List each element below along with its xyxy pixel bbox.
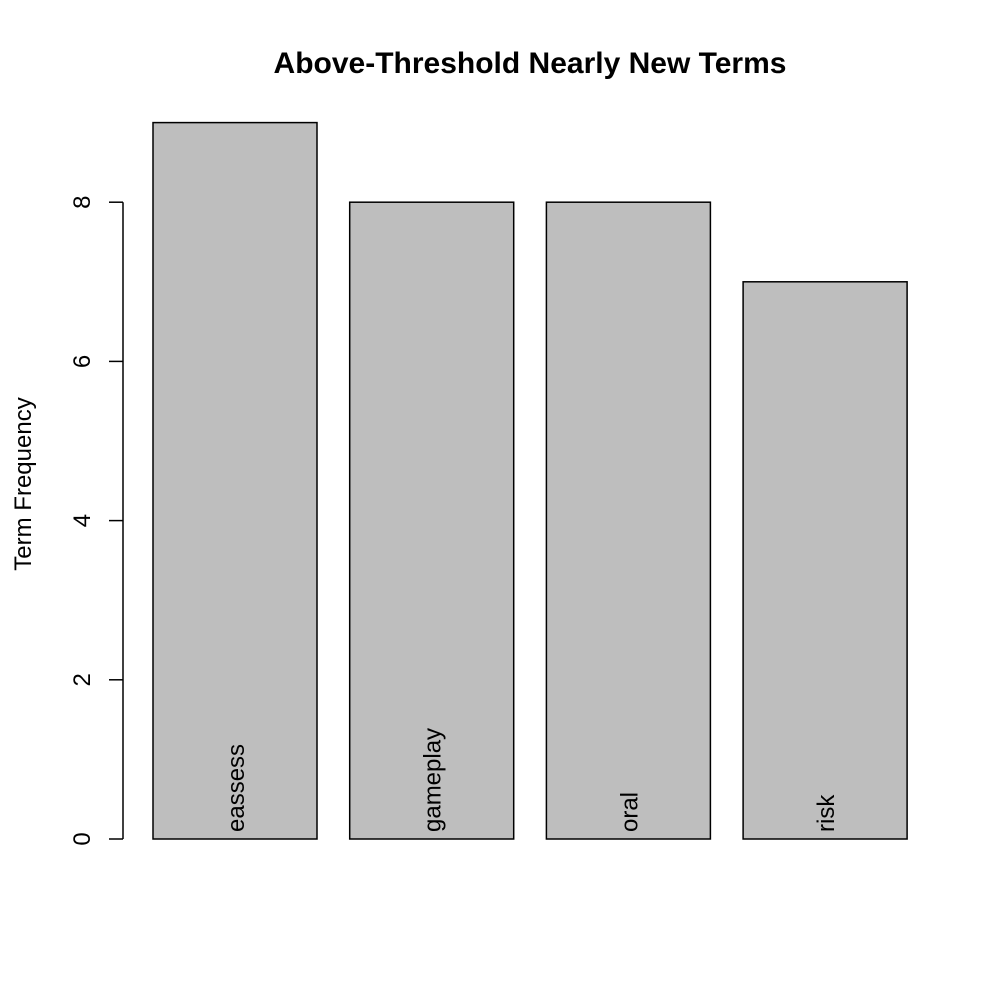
y-tick-label: 6 [69, 355, 96, 368]
y-tick-label: 8 [69, 196, 96, 209]
bars-group: eassess gameplay oral risk [152, 121, 908, 840]
bar-label: gameplay [420, 728, 447, 832]
bar-eassess [152, 121, 318, 840]
bar-label: risk [813, 794, 840, 832]
y-tick-label: 0 [69, 832, 96, 845]
bar-risk [742, 281, 908, 840]
y-axis-label: Term Frequency [10, 397, 37, 570]
chart-title: Above-Threshold Nearly New Terms [274, 47, 787, 80]
y-axis: 0 2 4 6 8 [69, 196, 124, 846]
y-tick-label: 4 [69, 514, 96, 527]
bar-gameplay [348, 201, 515, 840]
y-tick-label: 2 [69, 673, 96, 686]
bar-oral [545, 201, 712, 840]
bar-label: oral [616, 792, 643, 832]
bar-label: eassess [223, 744, 250, 832]
